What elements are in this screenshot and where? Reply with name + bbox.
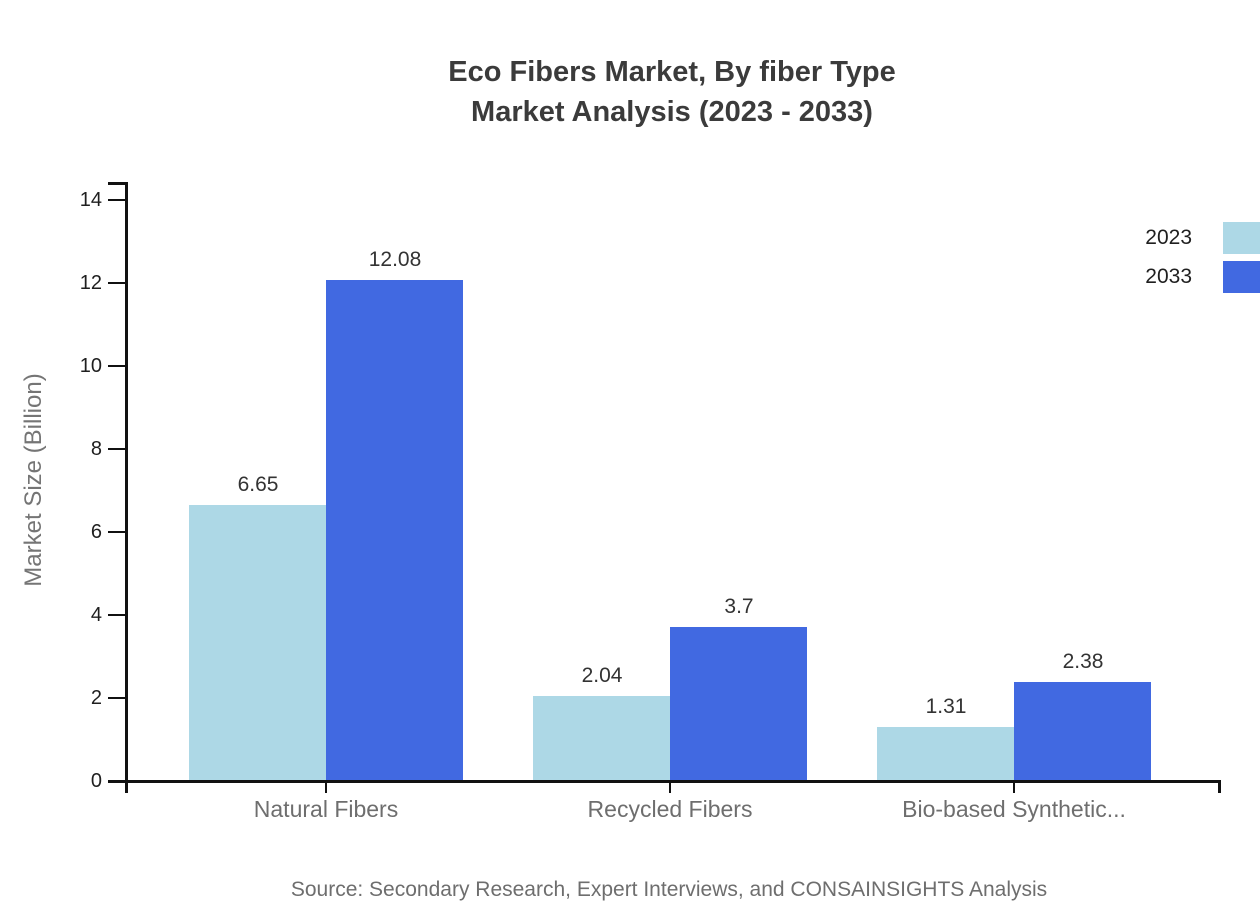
y-axis-tick: [108, 531, 128, 533]
chart-title-line2: Market Analysis (2023 - 2033): [471, 96, 873, 128]
bar-value-label: 12.08: [368, 248, 422, 271]
x-axis-line: [108, 780, 1221, 783]
x-axis-end-tick: [1218, 781, 1221, 793]
y-axis-tick-label: 10: [79, 355, 102, 377]
bar-2023-bio-based-synthetic: [877, 727, 1014, 781]
x-axis-category-label: Recycled Fibers: [587, 796, 753, 822]
x-axis-category-label: Natural Fibers: [253, 796, 399, 822]
legend-swatch-2033: [1223, 261, 1260, 293]
legend-item-2033: 2033: [960, 261, 1260, 293]
y-axis-tick-label: 8: [90, 438, 102, 460]
y-axis-tick: [108, 365, 128, 367]
y-axis-tick: [108, 199, 128, 201]
bar-value-label: 3.7: [724, 595, 754, 618]
bar-2033-natural-fibers: [326, 280, 463, 781]
y-axis-tick: [108, 697, 128, 699]
x-axis-category-label: Bio-based Synthetic...: [902, 796, 1126, 822]
legend-label: 2033: [1145, 265, 1192, 288]
y-axis-tick-label: 2: [90, 687, 102, 709]
y-axis-tick-label: 4: [90, 604, 102, 626]
bar-value-label: 6.65: [237, 473, 279, 496]
source-note: Source: Secondary Research, Expert Inter…: [290, 878, 1048, 901]
bar-2023-recycled-fibers: [533, 696, 670, 781]
legend-label: 2023: [1145, 226, 1192, 249]
chart-title: Eco Fibers Market, By fiber Type Market …: [84, 52, 1260, 132]
y-axis-tick-label: 14: [79, 189, 102, 211]
bar-2033-recycled-fibers: [670, 627, 807, 781]
legend: 2023 2033: [960, 222, 1260, 302]
y-axis-spine: [125, 182, 128, 793]
legend-item-2023: 2023: [960, 222, 1260, 254]
x-axis-tick: [669, 781, 671, 793]
y-axis-tick: [108, 614, 128, 616]
bar-value-label: 2.04: [581, 664, 623, 687]
legend-swatch-2023: [1223, 222, 1260, 254]
bar-value-label: 1.31: [925, 695, 967, 718]
y-axis-tick-label: 6: [90, 521, 102, 543]
y-axis-tick: [108, 282, 128, 284]
bar-2023-natural-fibers: [189, 505, 326, 781]
bar-value-label: 2.38: [1062, 650, 1104, 673]
y-axis-top-cap: [108, 182, 128, 185]
chart-title-line1: Eco Fibers Market, By fiber Type: [448, 56, 896, 88]
y-axis-tick-label: 0: [90, 770, 102, 792]
y-axis-tick-label: 12: [79, 272, 102, 294]
x-axis-tick: [325, 781, 327, 793]
y-axis-tick: [108, 448, 128, 450]
x-axis-tick: [1013, 781, 1015, 793]
bar-2033-bio-based-synthetic: [1014, 682, 1151, 781]
